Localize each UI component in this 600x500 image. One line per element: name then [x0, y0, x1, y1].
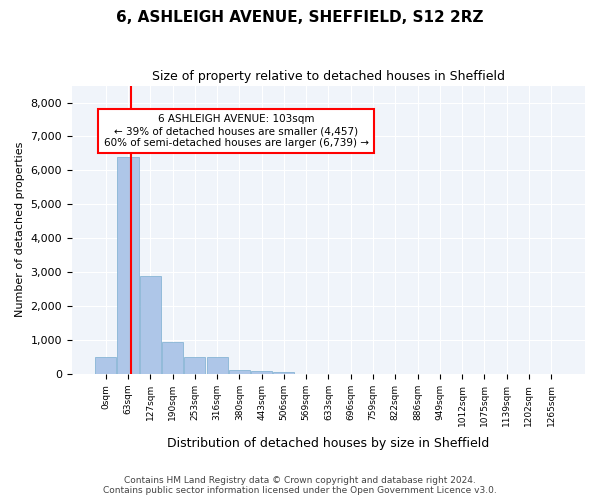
Bar [206, 357, 228, 374]
Bar [140, 276, 161, 374]
Text: Contains HM Land Registry data © Crown copyright and database right 2024.
Contai: Contains HM Land Registry data © Crown c… [103, 476, 497, 495]
Bar [162, 342, 183, 374]
Text: 6, ASHLEIGH AVENUE, SHEFFIELD, S12 2RZ: 6, ASHLEIGH AVENUE, SHEFFIELD, S12 2RZ [116, 10, 484, 25]
Bar [229, 370, 250, 374]
Bar [184, 357, 205, 374]
Bar [274, 372, 295, 374]
Text: 6 ASHLEIGH AVENUE: 103sqm
← 39% of detached houses are smaller (4,457)
60% of se: 6 ASHLEIGH AVENUE: 103sqm ← 39% of detac… [104, 114, 368, 148]
Y-axis label: Number of detached properties: Number of detached properties [15, 142, 25, 318]
Bar [251, 370, 272, 374]
X-axis label: Distribution of detached houses by size in Sheffield: Distribution of detached houses by size … [167, 437, 490, 450]
Bar [95, 357, 116, 374]
Title: Size of property relative to detached houses in Sheffield: Size of property relative to detached ho… [152, 70, 505, 83]
Bar [118, 157, 139, 374]
